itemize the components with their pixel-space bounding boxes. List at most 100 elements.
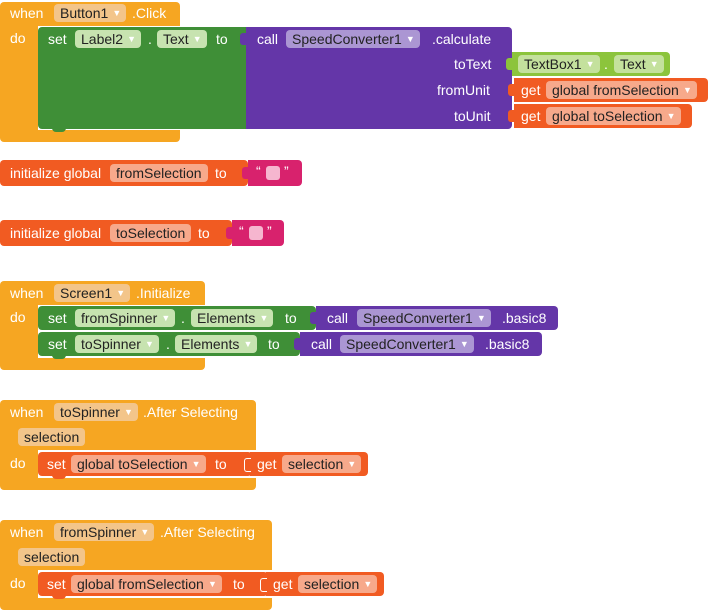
event-name: .After Selecting xyxy=(160,524,255,540)
dot-label: . xyxy=(166,336,170,352)
do-label: do xyxy=(10,309,26,325)
block-plug xyxy=(260,578,267,592)
chevron-down-icon: ▼ xyxy=(405,34,415,44)
chevron-down-icon: ▼ xyxy=(124,407,133,417)
component-dropdown[interactable]: toSpinner ▼ xyxy=(54,403,138,421)
event-parameter[interactable]: selection xyxy=(18,548,86,566)
procedure-component-dropdown[interactable]: SpeedConverter1 ▼ xyxy=(357,309,491,327)
set-label: set xyxy=(48,310,67,326)
procedure-component-dropdown[interactable]: SpeedConverter1 ▼ xyxy=(286,30,420,48)
chevron-down-icon: ▼ xyxy=(476,313,486,323)
do-label: do xyxy=(10,455,26,471)
block-plug xyxy=(240,33,246,45)
block-plug xyxy=(508,110,514,122)
close-quote: ” xyxy=(267,223,272,239)
get-label: get xyxy=(521,82,541,98)
chevron-down-icon: ▼ xyxy=(666,111,676,121)
target-dropdown[interactable]: toSpinner ▼ xyxy=(75,335,159,353)
property-dropdown[interactable]: Elements ▼ xyxy=(175,335,258,353)
block-plug xyxy=(310,312,316,324)
to-label: to xyxy=(215,456,227,472)
init-label: initialize global xyxy=(10,225,102,241)
procedure-component-dropdown[interactable]: SpeedConverter1 ▼ xyxy=(340,335,474,353)
block-plug xyxy=(244,458,251,472)
textbox-dropdown[interactable]: TextBox1 ▼ xyxy=(518,55,600,73)
set-label: set xyxy=(47,576,66,592)
parameter-dropdown[interactable]: selection ▼ xyxy=(282,455,362,473)
dot-label: . xyxy=(604,56,608,72)
set-label: set xyxy=(48,31,67,47)
do-label: do xyxy=(10,30,26,46)
variable-dropdown[interactable]: global toSelection ▼ xyxy=(71,455,206,473)
to-label: to xyxy=(285,310,297,326)
event-body-bar xyxy=(0,24,38,132)
chevron-down-icon: ▼ xyxy=(682,85,692,95)
empty-string-field[interactable] xyxy=(249,226,263,240)
event-footer xyxy=(0,130,180,142)
to-label: to xyxy=(198,225,210,241)
arg-label-tounit: toUnit xyxy=(454,108,491,124)
component-dropdown[interactable]: fromSpinner ▼ xyxy=(54,523,155,541)
open-quote: “ xyxy=(239,223,244,239)
variable-name-field[interactable]: toSelection xyxy=(110,224,192,242)
event-body-bar xyxy=(0,303,38,361)
call-label: call xyxy=(257,31,279,47)
procedure-name: .calculate xyxy=(432,31,492,47)
variable-dropdown[interactable]: global fromSelection ▼ xyxy=(71,575,222,593)
textbox-property-dropdown[interactable]: Text ▼ xyxy=(614,55,664,73)
dot-label: . xyxy=(148,31,152,47)
component-dropdown[interactable]: Button1 ▼ xyxy=(54,4,127,22)
when-label: when xyxy=(10,5,44,21)
block-plug xyxy=(506,58,512,70)
block-plug xyxy=(508,84,514,96)
chevron-down-icon: ▼ xyxy=(112,8,122,18)
variable-dropdown[interactable]: global fromSelection ▼ xyxy=(546,81,697,99)
procedure-name: .basic8 xyxy=(485,336,530,352)
init-label: initialize global xyxy=(10,165,102,181)
chevron-down-icon: ▼ xyxy=(363,579,373,589)
to-label: to xyxy=(215,165,227,181)
target-dropdown[interactable]: fromSpinner ▼ xyxy=(75,309,176,327)
procedure-name: .basic8 xyxy=(502,310,547,326)
chevron-down-icon: ▼ xyxy=(347,459,357,469)
block-connector xyxy=(52,354,66,359)
empty-string-field[interactable] xyxy=(266,166,280,180)
property-dropdown[interactable]: Text ▼ xyxy=(157,30,207,48)
when-label: when xyxy=(10,404,44,420)
variable-name-field[interactable]: fromSelection xyxy=(110,164,208,182)
event-parameter[interactable]: selection xyxy=(18,428,86,446)
event-name: .Initialize xyxy=(136,285,191,301)
chevron-down-icon: ▼ xyxy=(161,313,171,323)
event-name: .After Selecting xyxy=(143,404,238,420)
target-dropdown[interactable]: Label2 ▼ xyxy=(75,30,142,48)
set-label: set xyxy=(47,456,66,472)
block-connector xyxy=(52,127,66,132)
to-label: to xyxy=(233,576,245,592)
block-connector xyxy=(52,474,66,479)
close-quote: ” xyxy=(284,163,289,179)
to-label: to xyxy=(268,336,280,352)
event-body-bar xyxy=(0,448,38,480)
variable-dropdown[interactable]: global toSelection ▼ xyxy=(546,107,681,125)
chevron-down-icon: ▼ xyxy=(145,339,154,349)
block-connector xyxy=(52,594,66,599)
chevron-down-icon: ▼ xyxy=(140,527,150,537)
arg-label-totext: toText xyxy=(454,56,492,72)
dot-label: . xyxy=(181,310,185,326)
event-name: .Click xyxy=(132,5,167,21)
property-dropdown[interactable]: Elements ▼ xyxy=(191,309,274,327)
event-footer xyxy=(0,478,256,490)
arg-label-fromunit: fromUnit xyxy=(437,82,490,98)
setter-block-label2-text[interactable] xyxy=(38,27,250,129)
chevron-down-icon: ▼ xyxy=(127,34,137,44)
block-plug xyxy=(242,167,248,179)
event-body-bar xyxy=(0,568,38,600)
block-plug xyxy=(226,227,232,239)
chevron-down-icon: ▼ xyxy=(243,339,253,349)
get-label: get xyxy=(521,108,541,124)
call-label: call xyxy=(327,310,349,326)
chevron-down-icon: ▼ xyxy=(459,339,469,349)
parameter-dropdown[interactable]: selection ▼ xyxy=(298,575,378,593)
component-dropdown[interactable]: Screen1 ▼ xyxy=(54,284,131,302)
call-label: call xyxy=(311,336,333,352)
